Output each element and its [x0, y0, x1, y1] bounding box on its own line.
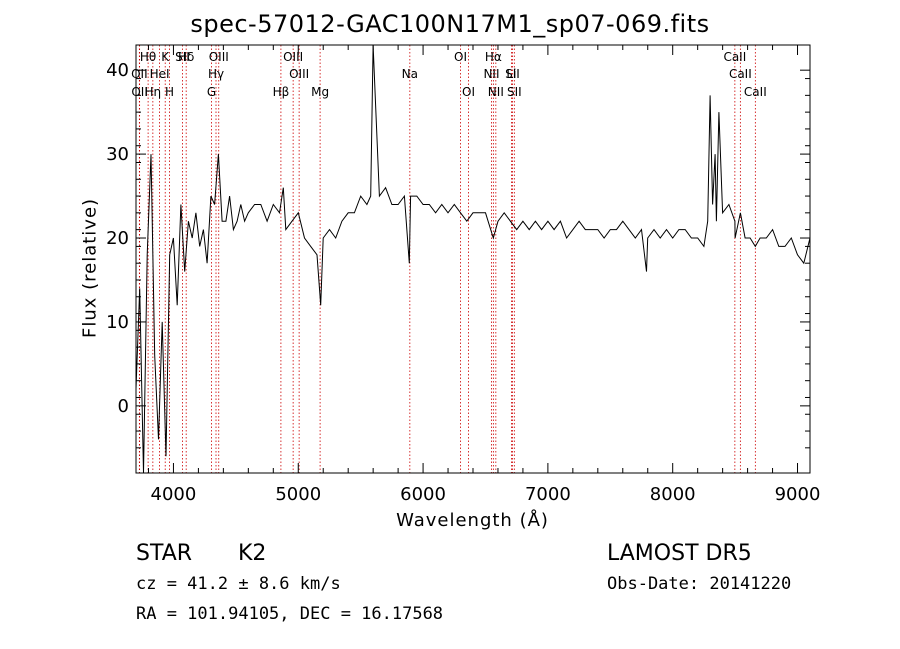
x-tick-label: 4000: [151, 484, 197, 505]
line-label: Mg: [311, 85, 329, 99]
line-label: G: [207, 85, 216, 99]
spectrum-series: [135, 44, 811, 474]
line-label: K: [161, 50, 170, 64]
line-label: SII: [175, 50, 190, 64]
redshift-value: cz = 41.2 ± 8.6 km/s: [136, 574, 341, 594]
line-label: HeI: [150, 67, 170, 81]
y-tick-label: 40: [106, 60, 129, 81]
x-tick-label: 7000: [525, 484, 571, 505]
line-label: Hβ: [273, 85, 290, 99]
line-label: Hγ: [208, 67, 224, 81]
line-label: Hθ: [140, 50, 156, 64]
line-label: OIII: [209, 50, 229, 64]
survey-name: LAMOST DR5: [607, 541, 752, 566]
y-tick-label: 30: [106, 144, 129, 165]
line-label: NII: [483, 67, 499, 81]
line-label: OII: [131, 85, 148, 99]
object-subclass: K2: [238, 541, 267, 566]
line-label: OIII: [283, 50, 303, 64]
x-axis-label: Wavelength (Å): [396, 510, 549, 531]
line-label: Hη: [145, 85, 162, 99]
line-label: H: [165, 85, 174, 99]
line-label: NII: [488, 85, 504, 99]
coordinates: RA = 101.94105, DEC = 16.17568: [136, 604, 444, 624]
y-tick-label: 20: [106, 228, 129, 249]
line-label: SII: [505, 67, 520, 81]
spectrum-line: [135, 44, 811, 474]
line-label: SII: [507, 85, 522, 99]
line-label: CaII: [729, 67, 752, 81]
y-tick-label: 0: [118, 396, 129, 417]
plot-frame: [135, 44, 811, 474]
y-tick-label: 10: [106, 312, 129, 333]
x-tick-label: 8000: [650, 484, 696, 505]
line-label: OIII: [289, 67, 309, 81]
object-class: STAR: [136, 541, 193, 566]
line-label: Na: [402, 67, 418, 81]
line-label: CaII: [723, 50, 746, 64]
chart-title: spec-57012-GAC100N17M1_sp07-069.fits: [190, 10, 710, 38]
line-label: CaII: [744, 85, 767, 99]
x-tick-label: 6000: [400, 484, 446, 505]
axis-ticks: 4000 5000 6000 7000 8000 9000 0 10 20 30 40: [106, 45, 820, 505]
y-axis-label: Flux (relative): [79, 197, 101, 339]
x-tick-label: 9000: [775, 484, 821, 505]
line-label: Li: [506, 67, 516, 81]
line-label: Hδ: [178, 50, 194, 64]
line-label: Hα: [485, 50, 502, 64]
x-tick-label: 5000: [275, 484, 321, 505]
line-markers: [138, 45, 756, 473]
line-label: OI: [462, 85, 475, 99]
obs-date: Obs-Date: 20141220: [607, 574, 792, 594]
line-label: OI: [454, 50, 467, 64]
